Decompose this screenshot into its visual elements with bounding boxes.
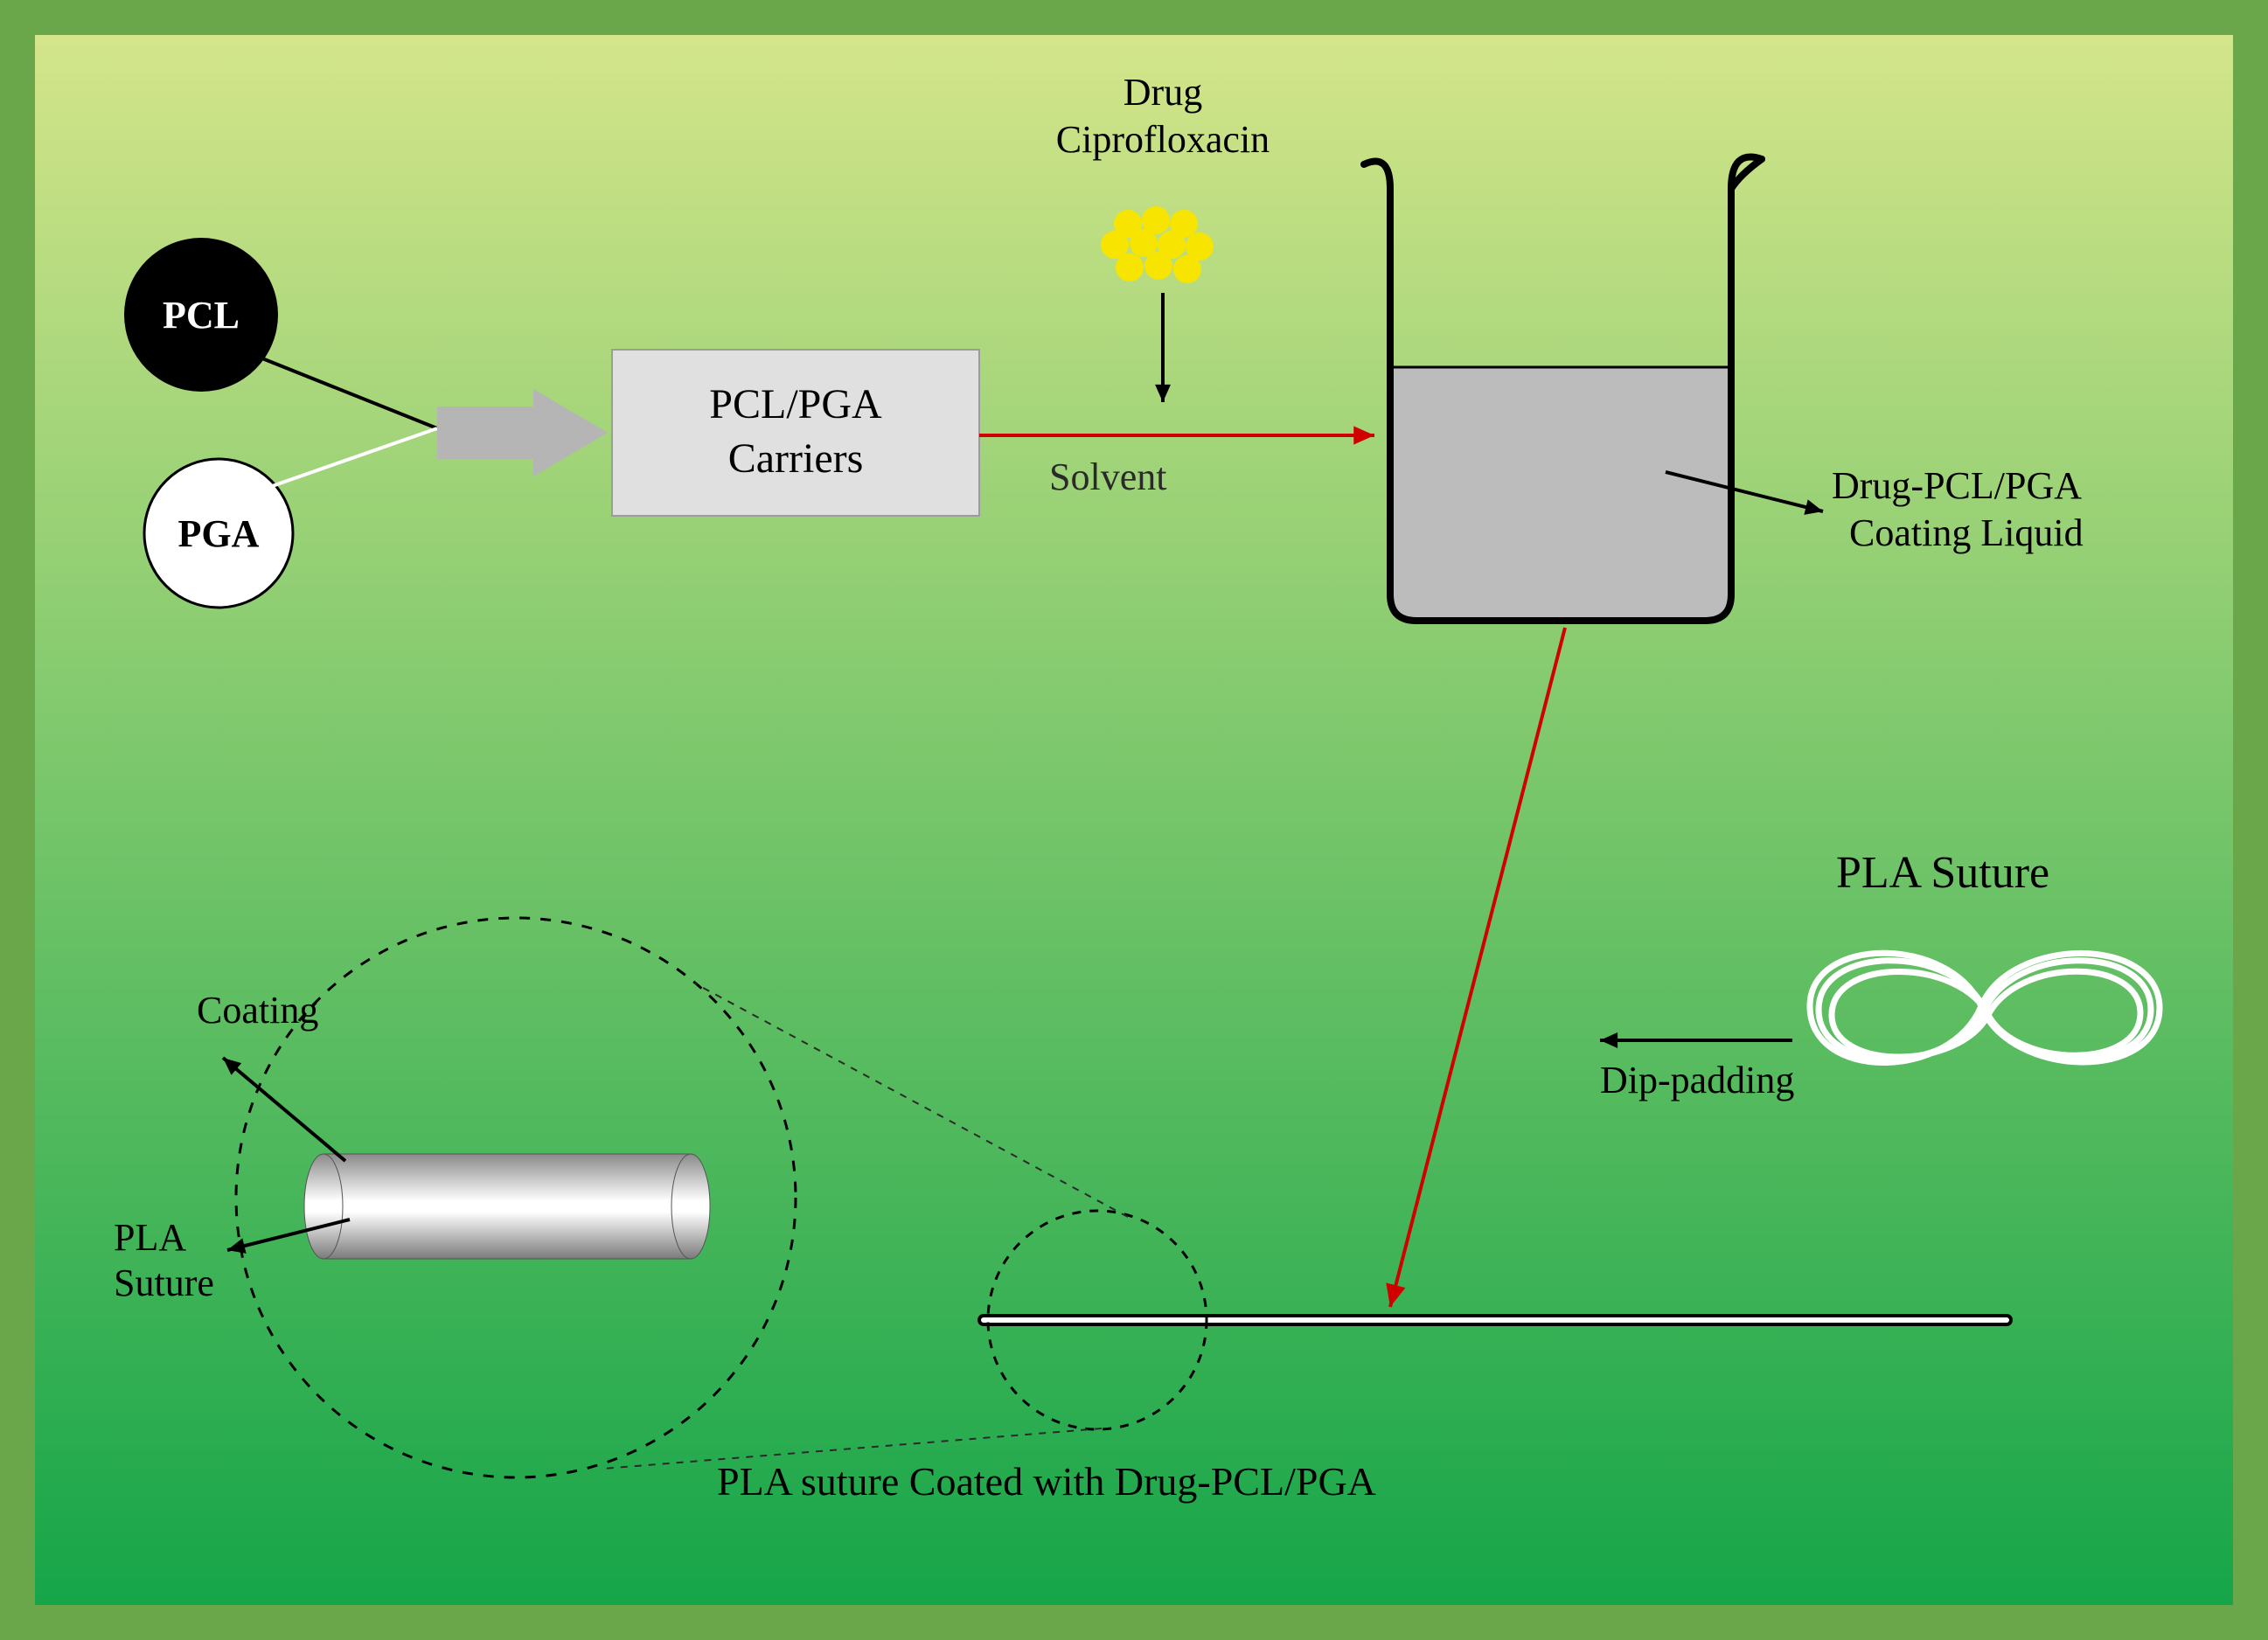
drug-label-2: Ciprofloxacin (1056, 118, 1270, 161)
pla-zoom-label-2: Suture (114, 1261, 214, 1304)
pga-label: PGA (178, 512, 260, 555)
pcl-label: PCL (163, 294, 240, 337)
coating-liquid-line2: Coating Liquid (1849, 511, 2084, 554)
dip-padding-label: Dip-padding (1600, 1059, 1794, 1101)
pla-suture-title: PLA Suture (1836, 848, 2049, 898)
diagram-svg: PCL PGA PCL/PGA Carriers Solvent DrugCiproflo… (0, 0, 2268, 1640)
coating-liquid-line1: Drug-PCL/PGA (1832, 464, 2082, 507)
bottom-label: PLA suture Coated with Drug-PCL/PGA (717, 1459, 1376, 1504)
pla-zoom-label-1: PLA (114, 1216, 186, 1259)
coating-label: Coating (197, 989, 318, 1032)
diagram-canvas: PCL PGA PCL/PGA Carriers Solvent DrugCiproflo… (0, 0, 2268, 1640)
carriers-line2: Carriers (728, 435, 864, 482)
drug-label-1: Drug (1124, 71, 1202, 114)
carriers-line1: PCL/PGA (709, 381, 882, 427)
solvent-label: Solvent (1049, 455, 1166, 498)
